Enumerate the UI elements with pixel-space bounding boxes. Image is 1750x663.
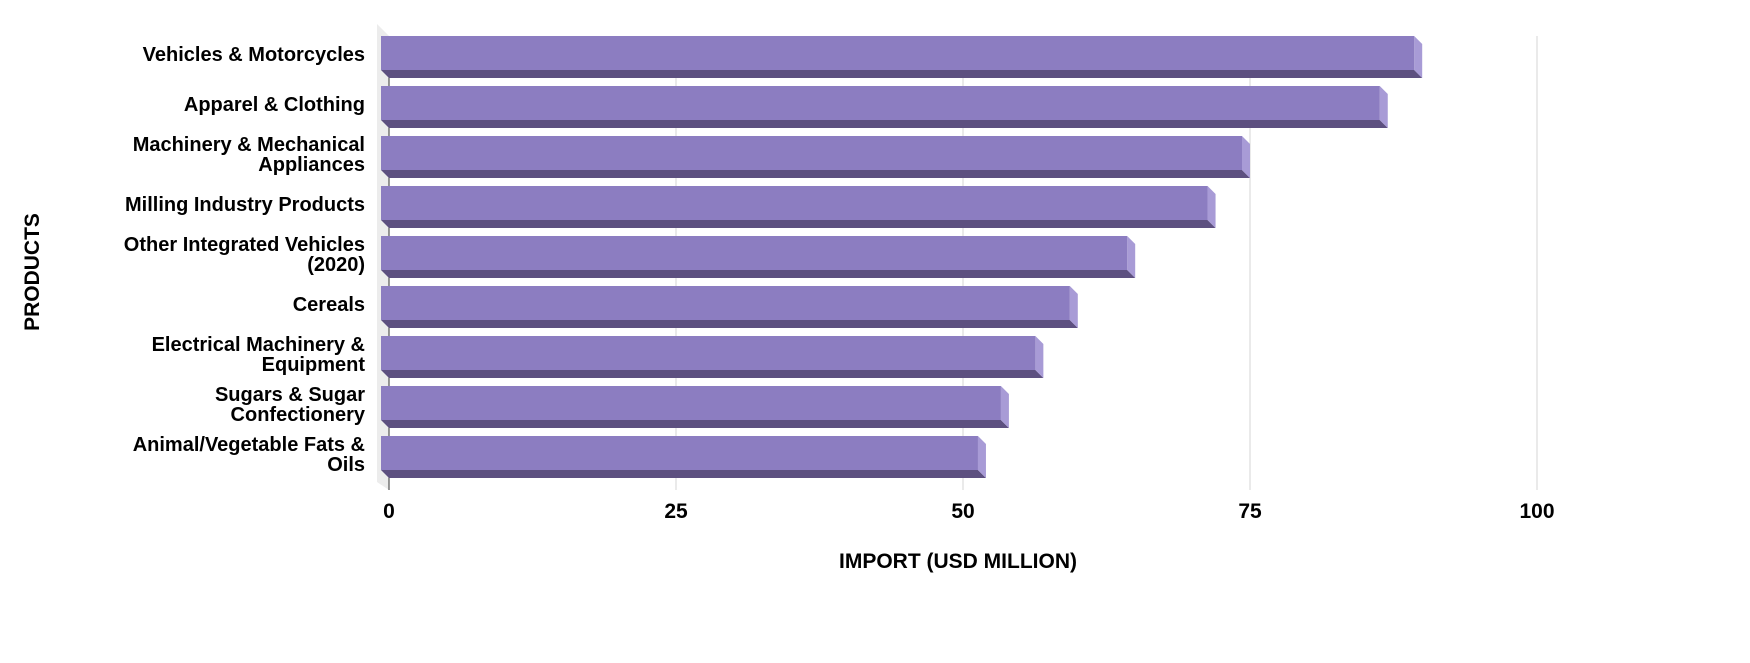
- bar: [381, 286, 1078, 328]
- bar-bottom-face: [381, 220, 1216, 228]
- y-tick-label: Sugars & Sugar Confectionery: [215, 384, 366, 426]
- bar: [381, 336, 1044, 378]
- bar-bottom-face: [381, 120, 1388, 128]
- x-tick-label: 75: [1238, 500, 1262, 523]
- bar-side-face: [1069, 286, 1078, 328]
- bar-front-face: [381, 336, 1036, 370]
- y-tick-label-line: Cereals: [293, 294, 365, 316]
- bar-side-face: [1207, 186, 1216, 228]
- bar-side-face: [1000, 386, 1009, 428]
- y-tick-label-line: Machinery & Mechanical: [133, 134, 365, 156]
- bar-side-face: [1035, 336, 1044, 378]
- bar-front-face: [381, 236, 1128, 270]
- bar: [381, 86, 1388, 128]
- y-tick-label: Apparel & Clothing: [184, 94, 365, 116]
- y-tick-label-line: (2020): [307, 254, 365, 276]
- bar-front-face: [381, 386, 1001, 420]
- bar-bottom-face: [381, 320, 1078, 328]
- bar-front-face: [381, 136, 1242, 170]
- y-tick-label-line: Confectionery: [231, 404, 366, 426]
- y-tick-label: Electrical Machinery & Equipment: [152, 334, 366, 376]
- y-tick-label-line: Equipment: [262, 354, 366, 376]
- bar-front-face: [381, 186, 1208, 220]
- bar-bottom-face: [381, 270, 1136, 278]
- x-tick-label: 100: [1519, 500, 1554, 523]
- y-tick-label: Machinery & Mechanical Appliances: [133, 134, 365, 176]
- bar-bottom-face: [381, 170, 1250, 178]
- y-tick-label-line: Animal/Vegetable Fats &: [133, 434, 365, 456]
- bar: [381, 236, 1136, 278]
- x-tick-label: 0: [383, 500, 395, 523]
- y-tick-label-line: Sugars & Sugar: [215, 384, 365, 406]
- x-axis-title: IMPORT (USD MILLION): [839, 550, 1077, 573]
- x-tick-label: 50: [951, 500, 974, 523]
- y-tick-label-line: Electrical Machinery &: [152, 334, 365, 356]
- bar-side-face: [1242, 136, 1250, 178]
- y-tick-label-line: Vehicles & Motorcycles: [143, 44, 365, 66]
- bar: [381, 186, 1216, 228]
- y-tick-label-line: Other Integrated Vehicles: [124, 234, 365, 256]
- y-tick-label-line: Oils: [327, 454, 365, 476]
- bar-bottom-face: [381, 470, 986, 478]
- bar-front-face: [381, 436, 978, 470]
- bar-bottom-face: [381, 420, 1009, 428]
- x-tick-label: 25: [664, 500, 688, 523]
- bar-side-face: [1379, 86, 1388, 128]
- y-tick-label: Cereals: [293, 294, 365, 316]
- y-tick-label-line: Appliances: [258, 154, 365, 176]
- y-tick-label: Animal/Vegetable Fats & Oils: [133, 434, 365, 476]
- bar-front-face: [381, 36, 1415, 70]
- bar-bottom-face: [381, 70, 1423, 78]
- bar-bottom-face: [381, 370, 1044, 378]
- bar: [381, 136, 1250, 178]
- bar-side-face: [977, 436, 986, 478]
- bar-side-face: [1127, 236, 1136, 278]
- bar-front-face: [381, 286, 1070, 320]
- y-tick-label: Milling Industry Products: [125, 194, 365, 216]
- y-tick-label-line: Milling Industry Products: [125, 194, 365, 216]
- bar: [381, 36, 1423, 78]
- bar-side-face: [1414, 36, 1423, 78]
- bar-front-face: [381, 86, 1380, 120]
- y-tick-label: Vehicles & Motorcycles: [143, 44, 365, 66]
- y-tick-label-line: Apparel & Clothing: [184, 94, 365, 116]
- y-axis-title: PRODUCTS: [21, 213, 44, 331]
- bar: [381, 386, 1009, 428]
- y-tick-label: Other Integrated Vehicles (2020): [124, 234, 365, 276]
- bar: [381, 436, 986, 478]
